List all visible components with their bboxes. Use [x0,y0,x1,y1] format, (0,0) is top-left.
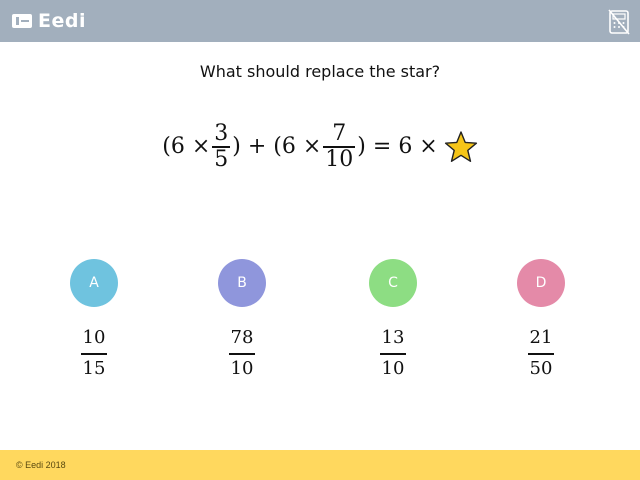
calculator-disabled-icon[interactable] [608,9,630,35]
option-fraction-a: 10 15 [81,327,107,380]
answer-option-a[interactable]: A 10 15 [44,259,144,380]
eedi-logo[interactable]: Eedi [12,10,86,32]
footer-bar: © Eedi 2018 [0,450,640,480]
fraction-bar [380,353,406,355]
option-bubble-d[interactable]: D [517,259,565,307]
equation-plus: + [240,134,274,159]
fraction-numerator: 7 [332,121,347,147]
option-bubble-c[interactable]: C [369,259,417,307]
fraction-bar [323,146,356,148]
fraction-bar [528,353,554,355]
option-fraction-d: 21 50 [528,327,554,380]
option-numerator: 13 [381,327,405,348]
answer-option-b[interactable]: B 78 10 [192,259,292,380]
option-fraction-b: 78 10 [229,327,255,380]
option-fraction-c: 13 10 [380,327,406,380]
fraction-bar [81,353,107,355]
equation-fraction-2: 7 10 [323,121,356,172]
equation: (6 × 3 5 ) + (6 × 7 10 ) = 6 × [0,114,640,180]
option-denominator: 15 [82,357,106,379]
header-bar: Eedi [0,0,640,42]
question-prompt: What should replace the star? [199,62,441,81]
fraction-denominator: 5 [214,146,229,172]
answer-option-c[interactable]: C 13 10 [343,259,443,380]
equation-open-2: (6 × [273,134,322,159]
equation-open-1: (6 × [162,134,211,159]
answer-option-d[interactable]: D 21 50 [491,259,591,380]
copyright-text: © Eedi 2018 [16,460,66,470]
equation-fraction-1: 3 5 [212,121,231,172]
fraction-numerator: 3 [214,121,229,147]
fraction-denominator: 10 [325,146,354,172]
option-denominator: 50 [529,357,553,379]
fraction-bar [212,146,231,148]
equation-close-2: ) = [357,134,399,159]
option-numerator: 10 [82,327,106,348]
option-bubble-a[interactable]: A [70,259,118,307]
option-denominator: 10 [230,357,254,379]
brand-name: Eedi [38,10,86,32]
option-numerator: 78 [230,327,254,348]
star-icon [444,131,477,162]
fraction-bar [229,353,255,355]
option-denominator: 10 [381,357,405,379]
equation-close-1: ) [232,134,241,159]
eedi-logo-icon [12,14,32,28]
option-numerator: 21 [529,327,553,348]
equation-rhs: 6 × [398,134,438,159]
option-bubble-b[interactable]: B [218,259,266,307]
